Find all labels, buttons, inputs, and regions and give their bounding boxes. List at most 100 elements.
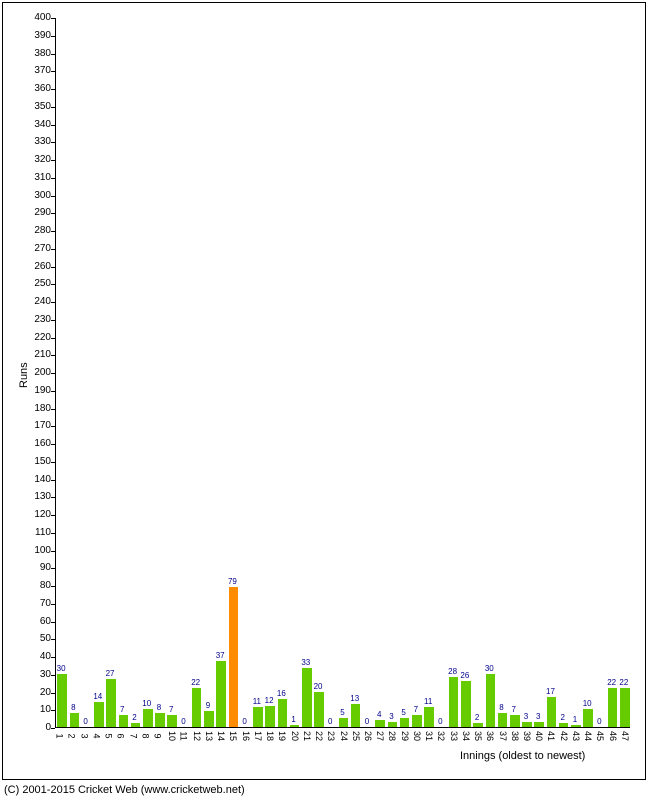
bar-value-label: 37 [210, 651, 230, 660]
y-tick-mark [51, 480, 55, 481]
y-tick-label: 350 [25, 101, 51, 112]
y-tick-mark [51, 267, 55, 268]
bar [473, 723, 483, 727]
y-tick-mark [51, 604, 55, 605]
bar-value-label: 17 [540, 687, 560, 696]
x-tick-label: 31 [424, 731, 434, 741]
y-tick-mark [51, 444, 55, 445]
x-tick-label: 12 [192, 731, 202, 741]
bar [155, 713, 165, 727]
x-tick-label: 11 [179, 731, 189, 740]
x-tick-label: 27 [375, 731, 385, 741]
y-tick-label: 400 [25, 12, 51, 23]
bar [131, 723, 141, 727]
y-tick-mark [51, 36, 55, 37]
y-tick-label: 220 [25, 332, 51, 343]
x-tick-label: 1 [55, 733, 65, 738]
y-tick-mark [51, 54, 55, 55]
y-tick-mark [51, 426, 55, 427]
y-tick-mark [51, 675, 55, 676]
bar-value-label: 33 [296, 658, 316, 667]
bar [290, 725, 300, 727]
bar-value-label: 9 [198, 701, 218, 710]
y-tick-mark [51, 196, 55, 197]
y-tick-mark [51, 515, 55, 516]
x-tick-label: 4 [91, 733, 101, 738]
x-tick-label: 44 [583, 731, 593, 741]
y-tick-mark [51, 391, 55, 392]
plot-area [55, 18, 630, 728]
y-tick-mark [51, 142, 55, 143]
y-tick-label: 170 [25, 420, 51, 431]
y-tick-label: 100 [25, 545, 51, 556]
bar-value-label: 11 [418, 697, 438, 706]
x-tick-label: 16 [241, 731, 251, 741]
bar-value-label: 1 [565, 715, 585, 724]
bar-value-label: 3 [528, 712, 548, 721]
y-tick-label: 140 [25, 474, 51, 485]
y-tick-label: 210 [25, 349, 51, 360]
y-tick-label: 130 [25, 491, 51, 502]
y-tick-label: 240 [25, 296, 51, 307]
y-tick-label: 30 [25, 669, 51, 680]
y-tick-label: 120 [25, 509, 51, 520]
y-tick-mark [51, 497, 55, 498]
y-tick-label: 330 [25, 136, 51, 147]
bar [265, 706, 275, 727]
y-tick-label: 390 [25, 30, 51, 41]
bar-value-label: 2 [125, 713, 145, 722]
y-tick-mark [51, 568, 55, 569]
bar [620, 688, 630, 727]
y-tick-label: 200 [25, 367, 51, 378]
x-tick-label: 6 [116, 733, 126, 738]
bar-value-label: 30 [51, 664, 71, 673]
bar-value-label: 0 [235, 717, 255, 726]
y-tick-mark [51, 639, 55, 640]
y-tick-label: 290 [25, 207, 51, 218]
y-tick-mark [51, 533, 55, 534]
bar-value-label: 27 [100, 669, 120, 678]
x-tick-label: 24 [339, 731, 349, 741]
y-tick-label: 180 [25, 403, 51, 414]
x-tick-label: 14 [216, 731, 226, 741]
y-tick-label: 250 [25, 278, 51, 289]
bar [571, 725, 581, 727]
y-tick-label: 150 [25, 456, 51, 467]
y-tick-label: 110 [25, 527, 51, 538]
x-tick-label: 18 [265, 731, 275, 741]
bar [106, 679, 116, 727]
x-tick-label: 17 [253, 731, 263, 741]
x-tick-label: 36 [485, 731, 495, 741]
bar-value-label: 20 [308, 682, 328, 691]
bar [204, 711, 214, 727]
x-axis-title: Innings (oldest to newest) [460, 750, 585, 762]
y-tick-label: 300 [25, 190, 51, 201]
x-tick-label: 15 [228, 731, 238, 741]
y-tick-mark [51, 71, 55, 72]
x-tick-label: 19 [277, 731, 287, 741]
y-tick-mark [51, 373, 55, 374]
y-tick-mark [51, 409, 55, 410]
y-tick-label: 270 [25, 243, 51, 254]
y-tick-label: 50 [25, 633, 51, 644]
x-tick-label: 26 [363, 731, 373, 741]
x-tick-label: 42 [559, 731, 569, 741]
bar-value-label: 7 [112, 705, 132, 714]
x-tick-label: 7 [128, 733, 138, 738]
y-tick-mark [51, 213, 55, 214]
bar [388, 722, 398, 727]
y-tick-label: 360 [25, 83, 51, 94]
x-tick-label: 5 [104, 733, 114, 738]
x-tick-label: 21 [302, 731, 312, 741]
x-tick-label: 20 [290, 731, 300, 741]
x-tick-label: 10 [167, 731, 177, 741]
x-tick-label: 25 [351, 731, 361, 741]
y-tick-label: 320 [25, 154, 51, 165]
y-tick-label: 340 [25, 119, 51, 130]
bar-value-label: 22 [186, 678, 206, 687]
bar [534, 722, 544, 727]
x-tick-label: 30 [412, 731, 422, 741]
y-tick-mark [51, 284, 55, 285]
y-tick-label: 40 [25, 651, 51, 662]
bar [216, 661, 226, 727]
